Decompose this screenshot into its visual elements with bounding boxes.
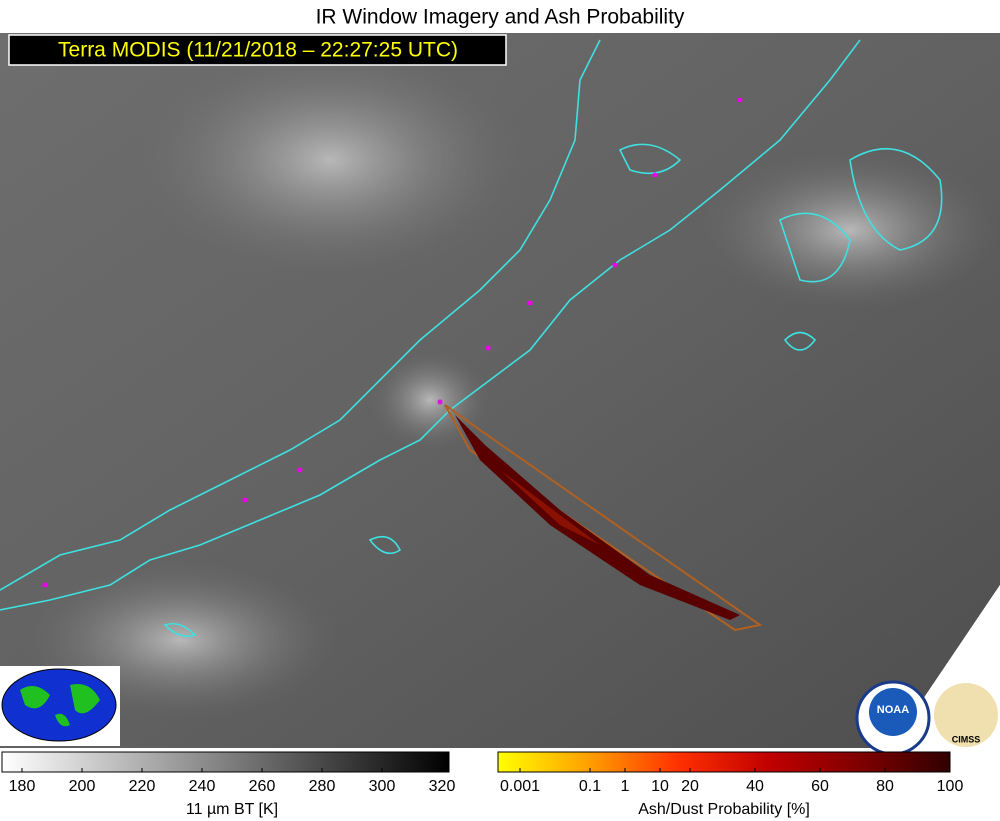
colorbar-tick-label: 1 <box>621 778 630 795</box>
colorbar-tick-label: 80 <box>876 778 894 795</box>
colorbar-tick-label: 0.001 <box>500 778 540 795</box>
colorbar-tick-label: 20 <box>681 778 699 795</box>
colorbar-tick-label: 0.1 <box>579 778 601 795</box>
colorbar-tick-label: 260 <box>249 778 276 795</box>
satellite-image: Terra MODIS (11/21/2018 – 22:27:25 UTC) … <box>0 33 1000 756</box>
colorbar-tick-label: 10 <box>651 778 669 795</box>
colorbar <box>1 751 450 773</box>
logo-noaa: NOAA <box>877 704 909 716</box>
colorbar-tick-label: 300 <box>369 778 396 795</box>
colorbar-label: Ash/Dust Probability [%] <box>638 801 810 818</box>
colorbar <box>497 751 951 773</box>
colorbar-tick-label: 100 <box>937 778 964 795</box>
colorbar-tick-label: 220 <box>129 778 156 795</box>
colorbar-tick-label: 200 <box>69 778 96 795</box>
colorbar-tick-label: 180 <box>9 778 36 795</box>
colorbar-label: 11 µm BT [K] <box>186 801 278 818</box>
colorbar-tick-label: 60 <box>811 778 829 795</box>
logo-cimss: CIMSS <box>952 734 981 744</box>
title: IR Window Imagery and Ash Probability <box>316 6 685 29</box>
colorbar-tick-label: 40 <box>746 778 764 795</box>
colorbar-tick-label: 280 <box>309 778 336 795</box>
colorbar-tick-label: 240 <box>189 778 216 795</box>
subtitle: Terra MODIS (11/21/2018 – 22:27:25 UTC) <box>58 39 458 62</box>
colorbar-tick-label: 320 <box>429 778 456 795</box>
